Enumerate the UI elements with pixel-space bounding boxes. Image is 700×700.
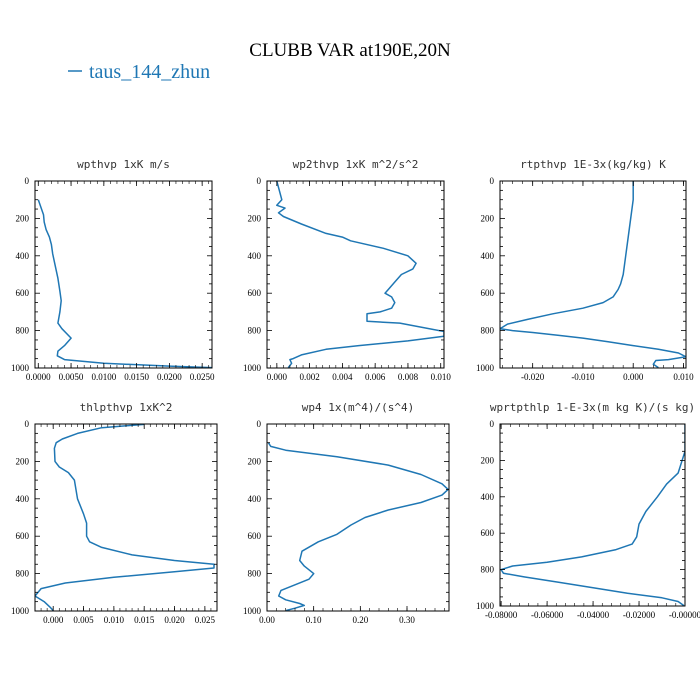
- y-tick-label: 200: [248, 213, 262, 223]
- chart-panel: rtpthvp 1E-3x(kg/kg) K 0 200 400 600 800 1000 -…: [476, 158, 694, 382]
- y-tick-label: 0: [490, 419, 495, 429]
- x-tick-label: 0.0250: [190, 372, 215, 382]
- y-tick-label: 200: [16, 456, 30, 466]
- x-tick-label: -0.06000: [531, 610, 564, 620]
- plot-frame: [34, 180, 213, 369]
- y-tick-label: 800: [481, 326, 495, 336]
- panel-title: wprtpthlp 1-E-3x(m kg K)/(s kg): [490, 401, 695, 414]
- x-tick-label: 0.004: [332, 372, 353, 382]
- legend-label: taus_144_zhun: [89, 61, 210, 83]
- x-tick-label: -0.08000: [485, 610, 518, 620]
- x-tick-label: 0.000: [43, 615, 64, 625]
- plot-frame: [266, 423, 450, 612]
- panel-title: thlpthvp 1xK^2: [80, 401, 173, 414]
- chart-panel: wprtpthlp 1-E-3x(m kg K)/(s kg) 0 200 400 60…: [476, 401, 700, 620]
- chart-panel: wp2thvp 1xK m^2/s^2 0 200 400 600 800 1000 0.00…: [243, 158, 451, 382]
- plot-frame: [499, 423, 686, 607]
- x-tick-label: 0.005: [73, 615, 94, 625]
- y-tick-label: 200: [481, 455, 495, 465]
- y-tick-label: 800: [248, 326, 262, 336]
- x-tick-label: 0.30: [399, 615, 415, 625]
- x-tick-label: 0.000: [267, 372, 288, 382]
- x-tick-label: 0.020: [164, 615, 185, 625]
- figure-legend: taus_144_zhun: [68, 61, 210, 83]
- series-line: [35, 424, 215, 611]
- figure-title: CLUBB VAR at190E,20N: [249, 40, 451, 61]
- y-tick-label: 400: [248, 494, 262, 504]
- y-tick-label: 0: [257, 176, 262, 186]
- x-tick-label: 0.20: [352, 615, 368, 625]
- x-tick-label: 0.006: [365, 372, 386, 382]
- y-tick-label: 400: [16, 494, 30, 504]
- y-tick-label: 200: [248, 456, 262, 466]
- x-tick-label: 0.025: [195, 615, 216, 625]
- y-tick-label: 400: [481, 251, 495, 261]
- y-tick-label: 1000: [476, 601, 495, 611]
- y-tick-label: 0: [490, 176, 495, 186]
- x-tick-label: 0.010: [673, 372, 694, 382]
- y-tick-label: 600: [248, 288, 262, 298]
- panel-title: rtpthvp 1E-3x(kg/kg) K: [520, 158, 666, 171]
- x-tick-label: -0.00000: [669, 610, 700, 620]
- x-tick-label: 0.008: [398, 372, 419, 382]
- x-tick-label: -0.020: [521, 372, 545, 382]
- y-tick-label: 600: [481, 528, 495, 538]
- series-line: [500, 424, 685, 606]
- y-tick-label: 1000: [476, 363, 495, 373]
- x-tick-label: 0.00: [259, 615, 275, 625]
- y-tick-label: 200: [481, 213, 495, 223]
- y-tick-label: 600: [16, 288, 30, 298]
- y-tick-label: 800: [481, 565, 495, 575]
- y-tick-label: 400: [481, 492, 495, 502]
- series-line: [500, 181, 686, 368]
- x-tick-label: 0.0050: [59, 372, 84, 382]
- x-tick-label: 0.010: [104, 615, 125, 625]
- series-line: [37, 199, 212, 368]
- x-tick-label: 0.0100: [91, 372, 116, 382]
- y-tick-label: 600: [481, 288, 495, 298]
- x-tick-label: 0.015: [134, 615, 155, 625]
- series-line: [267, 442, 449, 611]
- y-tick-label: 0: [257, 419, 262, 429]
- y-tick-label: 200: [16, 213, 30, 223]
- y-tick-label: 1000: [243, 606, 262, 616]
- y-tick-label: 1000: [11, 363, 30, 373]
- y-tick-label: 0: [25, 419, 30, 429]
- y-tick-label: 400: [16, 251, 30, 261]
- x-tick-label: 0.000: [623, 372, 644, 382]
- y-tick-label: 1000: [243, 363, 262, 373]
- chart-panel: thlpthvp 1xK^2 0 200 400 600 800 1000 0.000 0.00…: [11, 401, 218, 625]
- x-tick-label: 0.0000: [26, 372, 51, 382]
- x-tick-label: 0.0150: [124, 372, 149, 382]
- x-tick-label: 0.002: [299, 372, 319, 382]
- y-tick-label: 1000: [11, 606, 30, 616]
- y-tick-label: 0: [25, 176, 30, 186]
- panel-title: wp4 1x(m^4)/(s^4): [302, 401, 415, 414]
- y-tick-label: 800: [16, 569, 30, 579]
- y-tick-label: 800: [16, 326, 30, 336]
- series-line: [276, 181, 444, 368]
- y-tick-label: 600: [16, 531, 30, 541]
- panel-title: wp2thvp 1xK m^2/s^2: [293, 158, 419, 171]
- y-tick-label: 400: [248, 251, 262, 261]
- x-tick-label: -0.010: [571, 372, 595, 382]
- y-tick-label: 800: [248, 569, 262, 579]
- x-tick-label: 0.0200: [157, 372, 182, 382]
- panel-title: wpthvp 1xK m/s: [77, 158, 170, 171]
- x-tick-label: 0.010: [431, 372, 452, 382]
- x-tick-label: -0.04000: [577, 610, 610, 620]
- x-tick-label: -0.02000: [623, 610, 656, 620]
- x-tick-label: 0.10: [306, 615, 322, 625]
- y-tick-label: 600: [248, 531, 262, 541]
